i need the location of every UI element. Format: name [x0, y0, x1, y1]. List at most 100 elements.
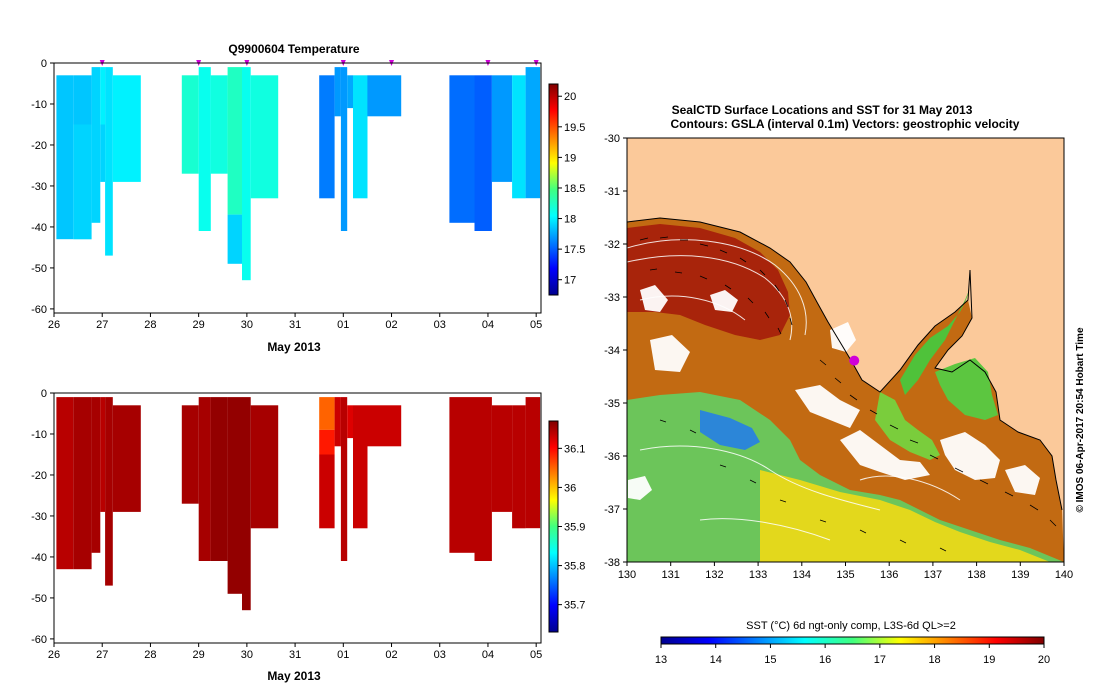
credit-text: © IMOS 06-Apr-2017 20:54 Hobart Time — [1075, 327, 1086, 512]
colorbar-tick-label: 36 — [564, 482, 576, 494]
salinity-panel: 0 -10 -20 -30 -40 -50 -60 26 27 28 29 30 31 01 02 03 04… — [31, 388, 585, 683]
profile-cell — [56, 397, 74, 570]
y-tick-label: -60 — [31, 634, 47, 646]
lat-tick-label: -37 — [604, 504, 620, 516]
sst-colorbar-tick-label: 18 — [928, 654, 940, 666]
gulf-inlet-green-3 — [875, 392, 940, 460]
lat-tick-label: -31 — [604, 186, 620, 198]
salinity-colorbar-ticks: 35.7 35.8 35.9 36 36.1 — [558, 443, 585, 612]
x-tick-label: 04 — [482, 319, 494, 331]
profile-cell — [73, 397, 92, 570]
lon-tick-label: 140 — [1055, 569, 1073, 581]
y-tick-label: -30 — [31, 511, 47, 523]
temperature-y-axis: 0 -10 -20 -30 -40 -50 -60 — [31, 58, 54, 316]
lon-tick-label: 133 — [749, 569, 767, 581]
x-tick-label: 03 — [434, 649, 446, 661]
x-tick-label: 31 — [289, 319, 301, 331]
sst-colorbar-tick-label: 15 — [764, 654, 776, 666]
lat-tick-label: -34 — [604, 345, 620, 357]
profile-cell — [347, 405, 353, 439]
x-tick-label: 05 — [530, 319, 542, 331]
y-tick-label: -20 — [31, 470, 47, 482]
profile-cell — [525, 67, 541, 199]
sst-colorbar-label: SST (°C) 6d ngt-only comp, L3S-6d QL>=2 — [746, 620, 956, 632]
salinity-y-axis: 0 -10 -20 -30 -40 -50 -60 — [31, 388, 54, 646]
sst-colorbar — [660, 636, 1045, 645]
x-tick-label: 01 — [337, 649, 349, 661]
y-tick-label: -60 — [31, 304, 47, 316]
x-tick-label: 01 — [337, 319, 349, 331]
lat-tick-label: -32 — [604, 239, 620, 251]
x-tick-label: 04 — [482, 649, 494, 661]
yellow-band — [760, 470, 1050, 562]
sst-colorbar-tick-label: 14 — [710, 654, 722, 666]
y-tick-label: -40 — [31, 552, 47, 564]
colorbar-tick-label: 17.5 — [564, 244, 585, 256]
y-tick-label: -40 — [31, 222, 47, 234]
profile-cell — [227, 397, 243, 594]
map-longitude-axis: 130 131 132 133 134 135 136 137 138 139 140 — [618, 562, 1073, 581]
profile-cell — [56, 75, 74, 240]
x-tick-label: 30 — [241, 319, 253, 331]
map-latitude-axis: -30 -31 -32 -33 -34 -35 -36 -37 -38 — [604, 133, 627, 569]
colorbar-tick-label: 35.7 — [564, 600, 585, 612]
profile-cell — [242, 67, 251, 281]
profile-cell — [491, 75, 513, 182]
x-tick-label: 31 — [289, 649, 301, 661]
profile-cell — [100, 124, 106, 182]
blue-patch — [700, 410, 760, 450]
profile-cell — [334, 67, 341, 117]
lon-tick-label: 131 — [662, 569, 680, 581]
x-tick-label: 29 — [193, 649, 205, 661]
y-tick-label: -10 — [31, 99, 47, 111]
warm-core-region — [627, 224, 790, 340]
profile-cell — [367, 405, 402, 447]
x-tick-label: 26 — [48, 649, 60, 661]
salinity-colorbar — [548, 420, 559, 633]
gulf-inlet-green-2 — [935, 358, 998, 420]
x-tick-label: 27 — [96, 649, 108, 661]
salinity-x-axis: 26 27 28 29 30 31 01 02 03 04 05 — [48, 643, 542, 661]
temperature-panel: Q9900604 Temperature 0 -10 -20 -30 -40 -50 -60… — [31, 42, 585, 354]
sst-colorbar-ticks: 13 14 15 16 17 18 19 20 — [655, 644, 1050, 666]
sst-colorbar-tick-label: 16 — [819, 654, 831, 666]
sst-colorbar-tick-label: 20 — [1038, 654, 1050, 666]
colorbar-tick-label: 35.8 — [564, 561, 585, 573]
profile-cell — [347, 75, 353, 109]
temperature-colorbar-ticks: 17 17.5 18 18.5 19 19.5 20 — [558, 91, 585, 287]
temperature-colorbar — [548, 83, 559, 296]
x-tick-label: 26 — [48, 319, 60, 331]
x-tick-label: 02 — [385, 649, 397, 661]
lat-tick-label: -35 — [604, 398, 620, 410]
temperature-x-axis: 26 27 28 29 30 31 01 02 03 04 05 — [48, 313, 542, 331]
lon-tick-label: 134 — [793, 569, 811, 581]
lon-tick-label: 137 — [924, 569, 942, 581]
coastline — [627, 217, 1063, 511]
profile-cell — [73, 75, 92, 125]
colorbar-tick-label: 20 — [564, 91, 576, 103]
profile-cell — [334, 397, 341, 447]
lon-tick-label: 139 — [1011, 569, 1029, 581]
map-title: SealCTD Surface Locations and SST for 31… — [672, 103, 973, 117]
profile-cell — [227, 67, 243, 215]
salinity-cells — [56, 397, 541, 611]
profile-cell — [525, 397, 541, 529]
profile-cell — [73, 124, 92, 240]
colorbar-tick-label: 18 — [564, 214, 576, 226]
lon-tick-label: 138 — [967, 569, 985, 581]
x-tick-label: 30 — [241, 649, 253, 661]
profile-cell — [210, 75, 228, 174]
sst-colorbar-tick-label: 13 — [655, 654, 667, 666]
lon-tick-label: 135 — [836, 569, 854, 581]
y-tick-label: 0 — [41, 58, 47, 70]
profile-cell — [210, 397, 228, 561]
profile-cell — [474, 75, 492, 231]
profile-cell — [105, 67, 113, 256]
profile-cell — [112, 75, 141, 182]
temperature-title: Q9900604 Temperature — [228, 42, 360, 56]
lon-tick-label: 136 — [880, 569, 898, 581]
profile-cell — [353, 75, 368, 199]
profile-cell — [250, 405, 279, 529]
x-tick-label: 05 — [530, 649, 542, 661]
